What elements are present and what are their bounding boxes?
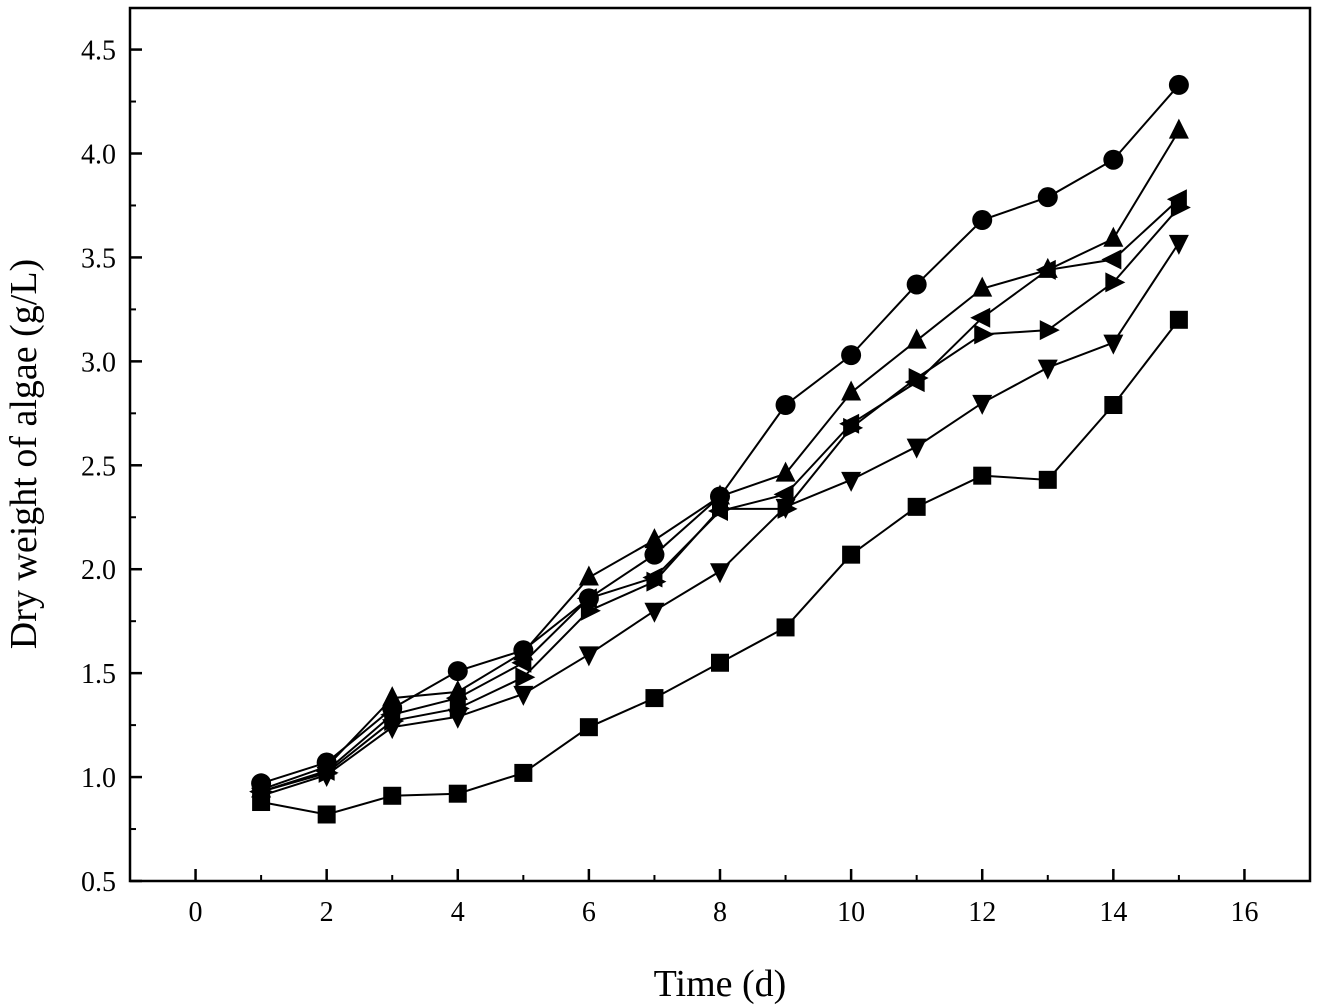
data-point-triangle-right — [580, 600, 601, 621]
data-point-triangle-down — [578, 646, 599, 667]
series-triangle-up — [251, 118, 1189, 798]
x-tick-label: 14 — [1099, 897, 1127, 928]
data-point-triangle-down — [906, 438, 927, 459]
x-tick-label: 12 — [968, 897, 996, 928]
series-circle — [251, 74, 1189, 794]
x-axis-ticks: 0 2 4 6 8 10 12 14 16 — [129, 869, 1311, 928]
x-axis-title: Time (d) — [654, 963, 787, 1005]
y-tick-label: 2.5 — [81, 451, 116, 482]
data-point-circle — [841, 345, 862, 366]
data-point-square — [776, 618, 795, 637]
data-point-triangle-right — [1105, 272, 1126, 293]
data-point-triangle-right — [646, 571, 667, 592]
data-point-triangle-down — [972, 394, 993, 415]
data-point-triangle-up — [906, 328, 927, 349]
data-point-triangle-down — [710, 563, 730, 584]
x-tick-label: 8 — [713, 897, 727, 928]
data-point-triangle-left — [511, 652, 532, 673]
data-point-circle — [1103, 149, 1124, 170]
data-point-circle — [972, 210, 993, 231]
data-point-square — [1038, 470, 1057, 489]
data-point-triangle-up — [578, 565, 599, 586]
data-point-triangle-right — [974, 324, 995, 345]
data-point-triangle-left — [773, 484, 794, 505]
y-tick-label: 0.5 — [81, 867, 116, 898]
data-point-triangle-up — [382, 686, 403, 707]
data-point-triangle-up — [775, 461, 796, 482]
data-point-square — [973, 466, 992, 485]
data-point-square — [711, 653, 729, 672]
data-point-triangle-up — [1168, 118, 1189, 139]
data-point-square — [514, 763, 533, 782]
data-point-triangle-down — [644, 602, 665, 623]
data-point-triangle-down — [513, 685, 534, 706]
data-point-triangle-left — [576, 588, 597, 609]
data-point-square — [645, 689, 664, 708]
data-point-square — [383, 786, 402, 805]
data-point-triangle-right — [843, 417, 864, 438]
data-point-triangle-down — [1037, 359, 1058, 380]
data-point-square — [1104, 396, 1123, 415]
data-point-triangle-right — [712, 498, 732, 519]
data-point-triangle-up — [972, 276, 993, 297]
data-point-triangle-right — [384, 710, 405, 731]
data-point-triangle-right — [515, 667, 536, 688]
data-point-square — [317, 805, 336, 824]
data-point-circle — [1168, 74, 1189, 95]
x-tick-label: 10 — [837, 897, 865, 928]
data-point-triangle-left — [1035, 259, 1056, 280]
data-point-circle — [1037, 187, 1058, 208]
x-tick-label: 2 — [320, 897, 334, 928]
y-tick-label: 3.5 — [81, 243, 116, 274]
series-layer — [249, 74, 1191, 824]
data-point-circle — [906, 274, 927, 295]
data-point-square — [579, 718, 598, 737]
data-point-triangle-up — [644, 528, 665, 549]
series-triangle-right — [253, 197, 1191, 802]
data-point-circle — [447, 661, 468, 682]
y-tick-label: 4.5 — [81, 36, 116, 67]
data-point-square — [1169, 310, 1188, 329]
data-point-square — [907, 497, 926, 516]
data-point-triangle-right — [1039, 320, 1060, 341]
data-point-triangle-right — [449, 698, 470, 719]
data-point-triangle-down — [1103, 334, 1124, 355]
data-point-circle — [644, 544, 665, 565]
data-point-triangle-left — [445, 688, 466, 709]
y-tick-label: 2.0 — [81, 555, 116, 586]
x-tick-label: 6 — [582, 897, 596, 928]
data-point-triangle-up — [710, 484, 730, 505]
data-point-square — [842, 545, 861, 564]
plot-frame — [128, 6, 1312, 883]
x-tick-label: 0 — [189, 897, 203, 928]
series-line — [260, 130, 1180, 791]
data-point-circle — [775, 395, 796, 416]
data-point-square — [448, 784, 467, 803]
data-point-triangle-right — [253, 781, 274, 802]
x-tick-label: 4 — [451, 897, 465, 928]
data-point-triangle-right — [908, 367, 929, 388]
data-point-triangle-left — [970, 307, 991, 328]
y-tick-label: 4.0 — [81, 140, 116, 171]
x-tick-label: 16 — [1230, 897, 1258, 928]
data-point-triangle-right — [1170, 197, 1191, 218]
y-tick-label: 1.5 — [81, 659, 116, 690]
y-axis-title: Dry weight of algae (g/L) — [3, 259, 45, 649]
data-point-triangle-up — [841, 380, 862, 401]
data-point-triangle-down — [1168, 234, 1189, 255]
data-point-triangle-right — [777, 498, 798, 519]
data-point-triangle-right — [318, 762, 339, 783]
y-axis-ticks: 0.5 1.0 1.5 2.0 2.5 3.0 3.5 4.0 4.5 — [81, 36, 142, 898]
data-point-triangle-left — [1101, 249, 1122, 270]
data-point-triangle-up — [1103, 226, 1124, 247]
data-point-triangle-down — [841, 471, 862, 492]
y-tick-label: 3.0 — [81, 347, 116, 378]
y-tick-label: 1.0 — [81, 763, 116, 794]
